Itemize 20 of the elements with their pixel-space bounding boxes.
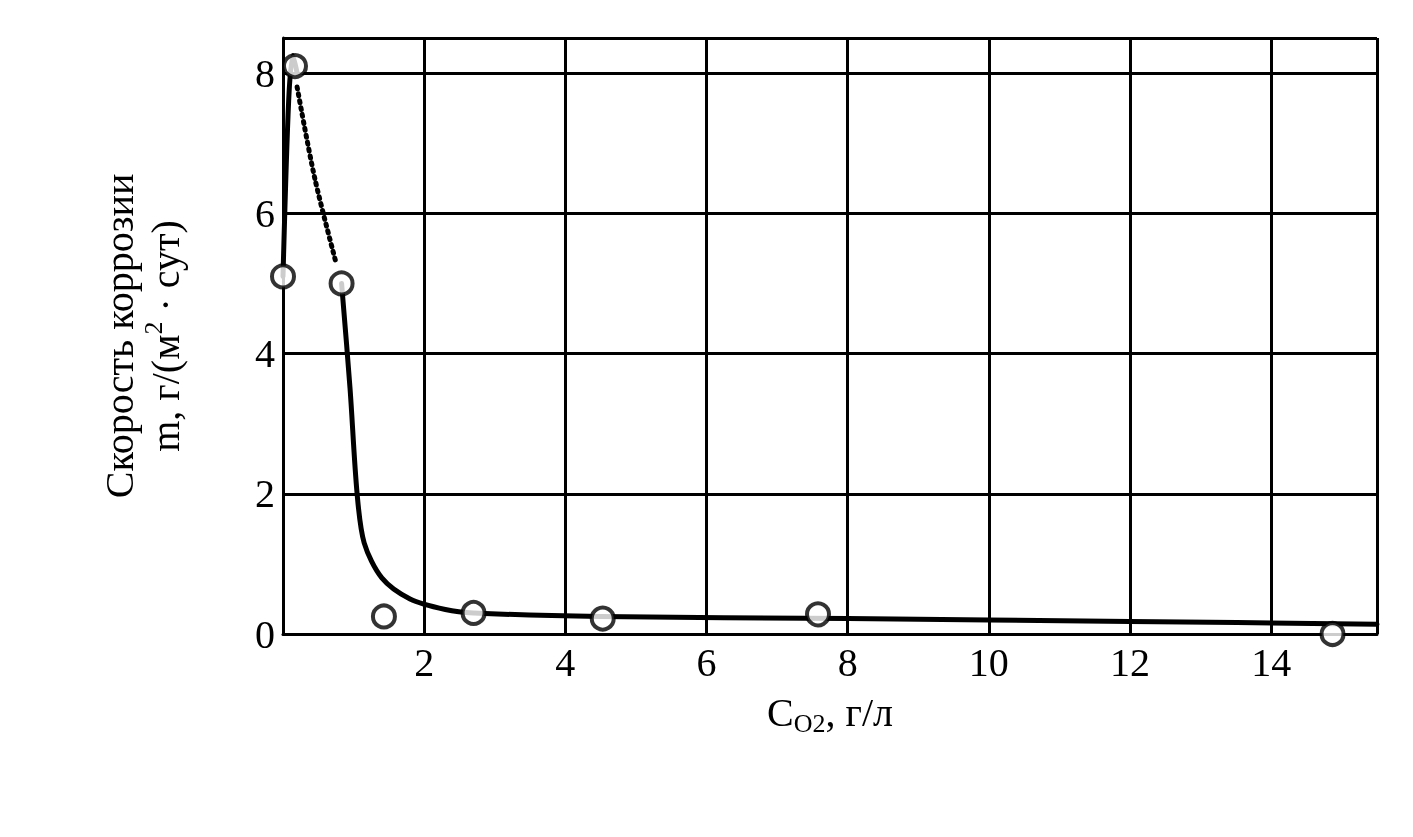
point [370, 603, 397, 630]
x-tick-label: 10 [968, 639, 1009, 685]
y-tick-label: 0 [255, 611, 275, 657]
point [282, 53, 308, 80]
point [328, 270, 355, 297]
x-tick-label: 8 [837, 639, 858, 685]
point [270, 263, 296, 290]
x-tick-label: 14 [1251, 639, 1292, 685]
x-tick-label: 6 [696, 639, 717, 685]
point [805, 601, 831, 628]
point [1319, 621, 1346, 647]
x-tick-label: 12 [1109, 639, 1150, 685]
x-tick-label: 2 [414, 639, 435, 685]
point [589, 605, 616, 632]
y-tick-label: 4 [255, 331, 275, 377]
y-tick-label: 8 [255, 50, 275, 96]
y-tick-label: 6 [255, 190, 275, 236]
y-tick-label: 2 [255, 471, 275, 517]
point [460, 599, 487, 626]
x-tick-label: 4 [555, 639, 576, 685]
